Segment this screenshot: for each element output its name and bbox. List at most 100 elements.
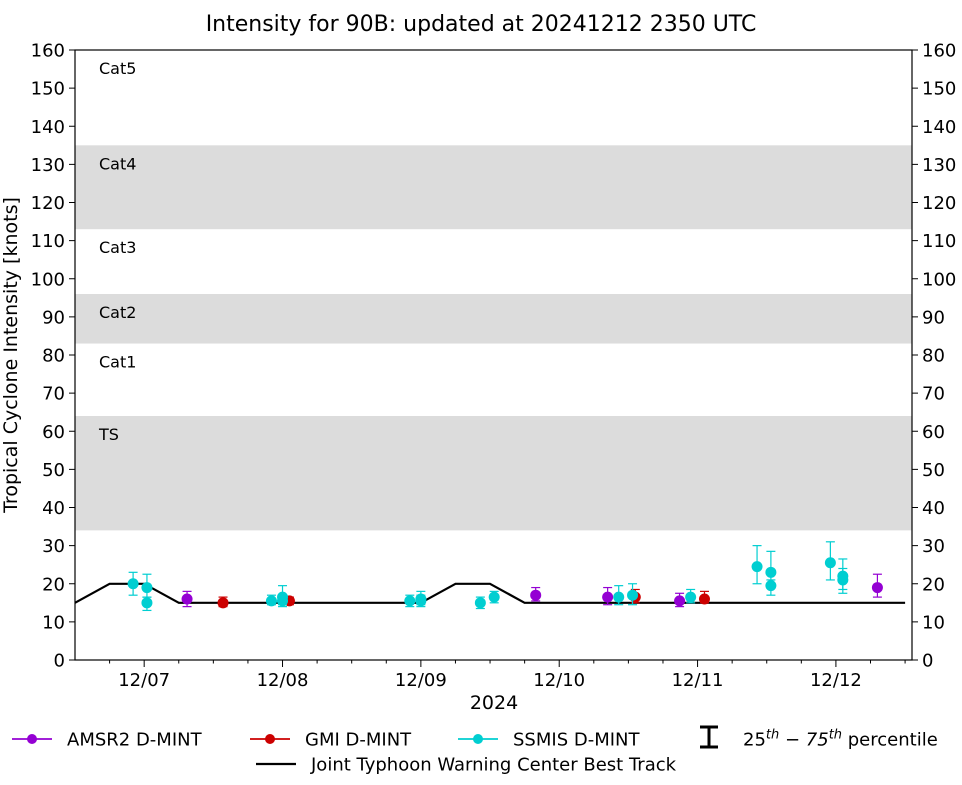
- y-tick-label: 30: [42, 536, 65, 557]
- marker: [613, 591, 625, 603]
- marker: [751, 561, 763, 573]
- band-label-cat1: Cat1: [99, 353, 136, 372]
- gmi-point: [217, 596, 229, 609]
- y-tick-label: 160: [922, 41, 956, 62]
- marker: [404, 595, 416, 607]
- marker: [627, 589, 639, 601]
- marker: [217, 597, 229, 609]
- marker: [141, 582, 153, 594]
- gmi-point: [698, 590, 710, 605]
- y-axis-label: Tropical Cyclone Intensity [knots]: [0, 197, 22, 514]
- legend-item-amsr2: AMSR2 D-MINT: [12, 730, 203, 751]
- legend-item-percentile: 25th − 75th percentile: [700, 725, 938, 751]
- legend: AMSR2 D-MINT GMI D-MINT SSMIS D-MINT 25th −…: [12, 725, 938, 776]
- y-tick-label: 70: [922, 384, 945, 405]
- y-tick-label: 90: [42, 307, 65, 328]
- legend-label: AMSR2 D-MINT: [67, 730, 203, 751]
- y-tick-label: 10: [922, 612, 945, 633]
- marker: [602, 591, 614, 603]
- y-tick-label: 150: [31, 79, 65, 100]
- marker: [837, 574, 849, 586]
- y-tick-label: 20: [42, 574, 65, 595]
- band-ts: [75, 416, 912, 531]
- band-cat2: [75, 294, 912, 344]
- marker: [871, 582, 883, 594]
- y-tick-label: 150: [922, 79, 956, 100]
- amsr2-point: [871, 573, 883, 598]
- marker: [530, 589, 542, 601]
- y-tick-label: 160: [31, 41, 65, 62]
- y-tick-label: 110: [922, 231, 956, 252]
- y-tick-label: 110: [31, 231, 65, 252]
- marker: [181, 593, 193, 605]
- band-label-cat2: Cat2: [99, 303, 136, 322]
- y-tick-label: 80: [922, 346, 945, 367]
- y-tick-label: 130: [31, 155, 65, 176]
- category-band-labels: TS Cat1 Cat2 Cat3 Cat4 Cat5: [98, 59, 136, 444]
- y-tick-label: 80: [42, 346, 65, 367]
- x-tick-label: 12/08: [257, 670, 309, 691]
- ssmis-point: [685, 588, 697, 604]
- y-tick-label: 120: [922, 193, 956, 214]
- marker: [824, 557, 836, 569]
- x-axis-label: 2024: [470, 692, 518, 714]
- amsr2-point: [674, 592, 686, 608]
- x-tick-label: 12/07: [118, 670, 170, 691]
- marker: [765, 566, 777, 578]
- marker: [415, 595, 427, 607]
- x-tick-label: 12/11: [672, 670, 724, 691]
- x-tick-label: 12/12: [810, 670, 862, 691]
- plot-frame: [74, 49, 913, 661]
- ssmis-point: [837, 567, 849, 594]
- amsr2-point: [530, 586, 542, 602]
- y-axis-left: 0 10 20 30 40 50 60 70 80 90 100 110 120 130 140 150 160: [31, 41, 75, 672]
- legend-label: GMI D-MINT: [305, 730, 412, 751]
- ssmis-point: [474, 596, 486, 610]
- y-tick-label: 60: [42, 422, 65, 443]
- y-tick-label: 0: [54, 651, 65, 672]
- ssmis-point: [751, 545, 763, 585]
- chart-title: Intensity for 90B: updated at 20241212 2…: [206, 12, 757, 37]
- band-label-ts: TS: [98, 425, 119, 444]
- y-tick-label: 90: [922, 307, 945, 328]
- y-tick-label: 10: [42, 612, 65, 633]
- ssmis-point: [488, 590, 500, 604]
- x-tick-label: 12/09: [395, 670, 447, 691]
- ssmis-point: [127, 571, 139, 596]
- marker: [265, 595, 277, 607]
- amsr2-point: [181, 590, 193, 608]
- y-tick-label: 50: [922, 460, 945, 481]
- legend-item-gmi: GMI D-MINT: [250, 730, 412, 751]
- marker: [698, 593, 710, 605]
- ssmis-point: [141, 596, 153, 612]
- marker: [127, 578, 139, 590]
- legend-label-percentile: 25th − 75th percentile: [743, 728, 938, 751]
- legend-item-ssmis: SSMIS D-MINT: [458, 730, 640, 751]
- x-tick-label: 12/10: [533, 670, 585, 691]
- band-cat4: [75, 145, 912, 230]
- ssmis-point: [141, 573, 153, 598]
- marker: [674, 595, 686, 607]
- legend-marker: [473, 734, 483, 744]
- marker: [685, 591, 697, 603]
- y-tick-label: 120: [31, 193, 65, 214]
- y-tick-label: 0: [922, 651, 933, 672]
- x-axis: 12/07 12/08 12/09 12/10 12/11 12/12: [109, 660, 906, 691]
- data-points: [127, 541, 883, 612]
- y-tick-label: 100: [31, 269, 65, 290]
- marker: [141, 597, 153, 609]
- amsr2-point: [602, 586, 614, 606]
- category-bands: [75, 145, 912, 531]
- ssmis-point: [765, 579, 777, 596]
- ssmis-point: [265, 594, 277, 607]
- legend-label: Joint Typhoon Warning Center Best Track: [310, 755, 677, 776]
- y-tick-label: 40: [42, 498, 65, 519]
- marker: [765, 580, 777, 592]
- band-label-cat5: Cat5: [99, 59, 136, 78]
- marker: [474, 597, 486, 609]
- band-label-cat3: Cat3: [99, 238, 136, 257]
- y-tick-label: 140: [31, 117, 65, 138]
- legend-marker: [265, 734, 275, 744]
- y-tick-label: 30: [922, 536, 945, 557]
